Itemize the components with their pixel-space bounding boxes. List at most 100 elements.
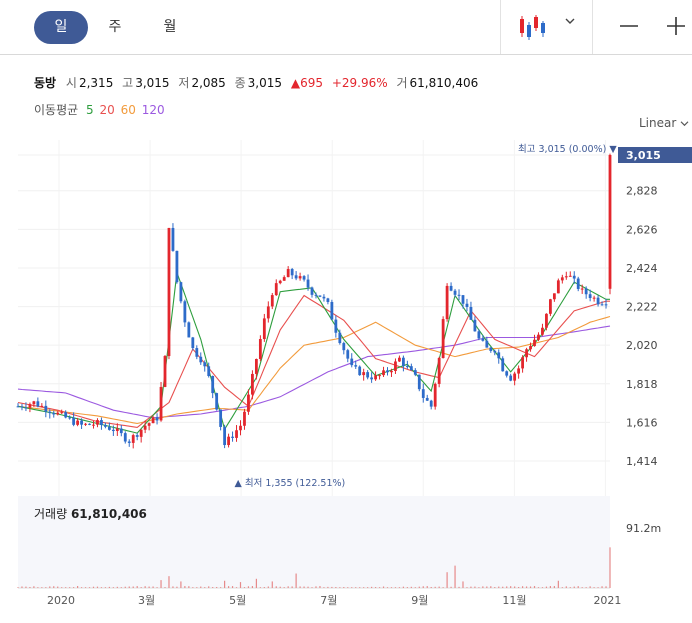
volume-bar: [156, 587, 158, 588]
moving-average-lines: [17, 272, 611, 434]
candle-body: [44, 405, 48, 412]
volume-bar: [25, 586, 27, 588]
candle-body: [111, 429, 115, 432]
candle-body: [437, 358, 441, 384]
candle-body: [239, 425, 242, 431]
volume-bar: [57, 586, 59, 588]
volume-bar: [243, 587, 246, 588]
candle-body: [203, 362, 207, 367]
volume-bar: [116, 586, 118, 588]
volume-bar: [176, 586, 178, 588]
volume-bar: [347, 587, 349, 588]
volume-bar: [482, 586, 484, 588]
candle-body: [342, 343, 346, 351]
volume-bar: [259, 587, 261, 588]
ma-label: 이동평균: [34, 103, 79, 117]
candle-body: [501, 358, 505, 372]
candle-body: [227, 436, 230, 446]
volume-bar: [398, 587, 401, 588]
volume-bar: [529, 586, 532, 588]
candle-body: [584, 288, 588, 295]
volume-bar: [363, 587, 365, 588]
candle-body: [382, 370, 385, 376]
candle-body: [159, 386, 163, 421]
volume-panel-label: 거래량: [34, 507, 68, 521]
candle-body: [473, 319, 477, 332]
candle-body: [143, 425, 147, 430]
tab-monthly[interactable]: 월: [163, 19, 177, 35]
candle-body: [100, 420, 103, 426]
plus-icon[interactable]: [662, 12, 690, 40]
candle-body: [362, 372, 366, 376]
volume-bar: [132, 586, 134, 588]
moving-average-legend: 이동평균 5 20 60 120: [34, 101, 169, 118]
volume-bar: [605, 586, 607, 588]
volume-bar: [168, 576, 170, 588]
candle-body: [533, 339, 536, 347]
volume-bar: [291, 586, 293, 588]
candlestick-icon[interactable]: [518, 13, 548, 41]
volume-bar: [498, 586, 500, 588]
volume-bar: [80, 587, 83, 588]
y-tick-label: 2,424: [626, 262, 658, 275]
chart-axes: 2,828 2,626 2,424 2,222 2,020 1,818 1,616 1,414…: [47, 144, 692, 607]
x-tick-label: 2021: [593, 594, 621, 607]
candle-body: [545, 313, 548, 328]
candle-body: [270, 295, 274, 307]
candle-body: [135, 435, 139, 437]
ma20-label: 20: [99, 103, 115, 117]
volume-panel-bg: [18, 496, 610, 588]
candle-body: [84, 423, 87, 425]
candle-body: [366, 372, 370, 378]
volume-title: 거래량 61,810,406: [34, 505, 147, 522]
candle-body: [552, 293, 556, 300]
volume-bar: [609, 547, 611, 588]
volume-bar: [525, 586, 528, 588]
candle-body: [24, 407, 28, 409]
volume-bar: [263, 587, 265, 588]
chevron-down-icon[interactable]: [565, 14, 575, 28]
volume-bar: [200, 586, 202, 588]
ma120-label: 120: [141, 103, 165, 117]
candle-body: [286, 269, 290, 278]
candle-body: [493, 350, 497, 353]
tab-weekly[interactable]: 주: [108, 19, 122, 35]
volume-bar: [279, 586, 281, 588]
ma60-label: 60: [120, 103, 136, 117]
tab-daily[interactable]: 일: [34, 11, 88, 44]
candle-body: [398, 357, 401, 362]
open-value: 2,315: [78, 76, 114, 90]
volume-bar: [323, 587, 325, 588]
y-tick-label: 2,828: [626, 185, 658, 198]
volume-bar: [430, 586, 432, 588]
volume-bar: [410, 586, 412, 588]
candle-body: [568, 275, 572, 277]
volume-bar: [53, 586, 55, 588]
candle-body: [358, 366, 362, 376]
candle-body: [191, 337, 195, 349]
current-price-label: 3,015: [626, 149, 661, 162]
volume-value: 61,810,406: [409, 76, 479, 90]
scale-selector[interactable]: Linear: [639, 116, 689, 130]
candle-body: [254, 359, 258, 374]
candle-body: [425, 397, 429, 401]
candle-body: [16, 406, 20, 408]
candle-body: [600, 304, 604, 306]
x-tick-label: 5월: [229, 594, 246, 607]
candle-body: [52, 413, 56, 415]
volume-bar: [565, 586, 567, 588]
volume-bar: [589, 586, 591, 588]
volume-bar: [231, 586, 234, 588]
candle-body: [104, 425, 107, 427]
minus-icon[interactable]: [615, 12, 643, 40]
candle-body: [525, 349, 528, 358]
candle-body: [171, 227, 175, 251]
volume-bars: [17, 547, 611, 588]
candle-body: [489, 347, 493, 351]
volume-bar: [577, 586, 579, 588]
volume-bar: [382, 586, 385, 588]
candle-body: [151, 417, 155, 424]
high-annotation: 최고 3,015 (0.00%) ▼: [518, 144, 617, 155]
candle-body: [266, 306, 270, 319]
